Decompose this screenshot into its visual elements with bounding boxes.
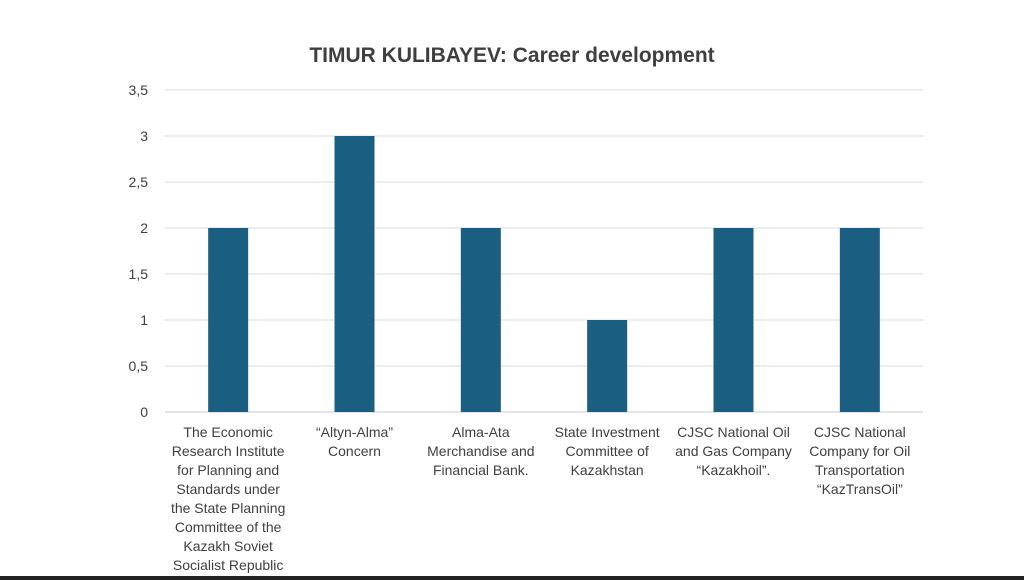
y-tick-label: 1	[140, 312, 148, 328]
bars	[208, 136, 880, 412]
y-tick-label: 2	[140, 220, 148, 236]
y-tick-label: 1,5	[129, 266, 149, 282]
x-tick-label: The Economic Research Institute for Plan…	[170, 424, 286, 573]
y-tick-label: 2,5	[129, 174, 149, 190]
bar	[208, 228, 249, 412]
x-tick-label: CJSC National Oil and Gas Company “Kazak…	[675, 424, 792, 478]
x-tick-label: “Altyn-Alma” Concern	[315, 424, 393, 459]
gridlines	[165, 89, 923, 413]
bar	[839, 228, 880, 412]
x-tick-label: State Investment Committee of Kazakhstan	[554, 424, 660, 478]
y-axis-ticks: 0 0,5 1 1,5 2 2,5 3 3,5	[129, 82, 149, 420]
x-tick-label: CJSC National Company for Oil Transporta…	[809, 424, 911, 497]
bar	[334, 136, 375, 412]
bar	[713, 228, 754, 412]
y-tick-label: 0,5	[129, 358, 149, 374]
bar	[460, 228, 501, 412]
chart-title: TIMUR KULIBAYEV: Career development	[309, 44, 715, 67]
y-tick-label: 0	[140, 404, 148, 420]
y-tick-label: 3,5	[129, 82, 149, 98]
bottom-border	[0, 576, 1024, 580]
y-tick-label: 3	[140, 128, 148, 144]
bar	[587, 320, 628, 412]
x-tick-label: Alma-Ata Merchandise and Financial Bank.	[427, 424, 535, 478]
